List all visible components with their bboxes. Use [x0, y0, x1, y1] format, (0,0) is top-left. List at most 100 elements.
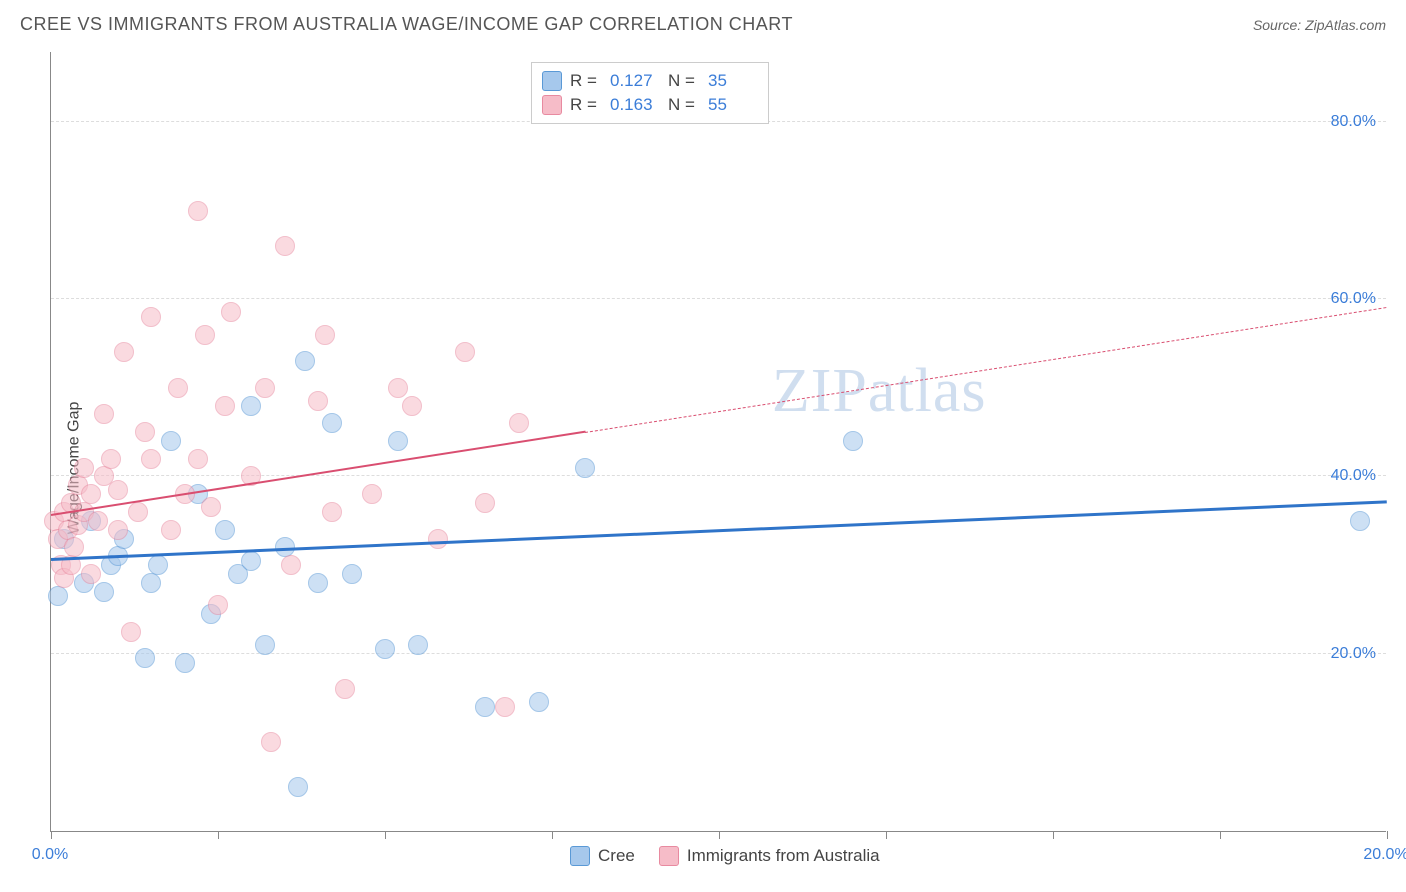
scatter-point [322, 413, 342, 433]
scatter-point [529, 692, 549, 712]
legend-swatch [542, 71, 562, 91]
y-tick-label: 60.0% [1331, 290, 1376, 308]
legend-item-label: Immigrants from Australia [687, 846, 880, 866]
trend-line [51, 500, 1387, 561]
scatter-point [188, 449, 208, 469]
scatter-point [161, 520, 181, 540]
watermark: ZIPatlas [772, 356, 987, 427]
x-tick [1053, 831, 1054, 839]
scatter-point [101, 449, 121, 469]
scatter-point [141, 449, 161, 469]
scatter-point [1350, 511, 1370, 531]
scatter-point [315, 325, 335, 345]
x-tick [719, 831, 720, 839]
scatter-point [843, 431, 863, 451]
y-tick-label: 20.0% [1331, 645, 1376, 663]
scatter-point [81, 564, 101, 584]
scatter-point [74, 458, 94, 478]
scatter-point [81, 484, 101, 504]
scatter-point [168, 378, 188, 398]
scatter-point [475, 493, 495, 513]
legend-n-value: 55 [708, 95, 758, 115]
legend-correlation: R = 0.127 N = 35R = 0.163 N = 55 [531, 62, 769, 124]
trend-line [585, 307, 1387, 433]
scatter-point [495, 697, 515, 717]
scatter-point [255, 635, 275, 655]
legend-r-value: 0.127 [610, 71, 660, 91]
x-tick [886, 831, 887, 839]
scatter-point [215, 396, 235, 416]
x-tick [51, 831, 52, 839]
scatter-point [375, 639, 395, 659]
x-tick [1220, 831, 1221, 839]
scatter-point [201, 497, 221, 517]
scatter-point [114, 342, 134, 362]
scatter-point [108, 480, 128, 500]
x-tick-label: 0.0% [32, 846, 68, 864]
plot-area: ZIPatlas 20.0% 40.0% 60.0% 80.0% R = 0.127 N =… [50, 52, 1386, 832]
scatter-point [362, 484, 382, 504]
legend-item: Cree [570, 846, 635, 866]
scatter-point [94, 582, 114, 602]
scatter-point [308, 391, 328, 411]
y-tick-label: 80.0% [1331, 113, 1376, 131]
scatter-point [94, 404, 114, 424]
scatter-point [215, 520, 235, 540]
y-tick-label: 40.0% [1331, 467, 1376, 485]
scatter-point [195, 325, 215, 345]
scatter-point [88, 511, 108, 531]
scatter-point [148, 555, 168, 575]
source-label: Source: ZipAtlas.com [1253, 17, 1386, 33]
scatter-point [128, 502, 148, 522]
legend-series: Cree Immigrants from Australia [570, 846, 880, 866]
scatter-point [221, 302, 241, 322]
gridline [51, 653, 1386, 654]
scatter-point [322, 502, 342, 522]
scatter-point [408, 635, 428, 655]
scatter-point [295, 351, 315, 371]
scatter-point [455, 342, 475, 362]
chart-container: Wage/Income Gap ZIPatlas 20.0%40.0%60.0%… [0, 44, 1406, 892]
scatter-point [188, 201, 208, 221]
scatter-point [241, 396, 261, 416]
scatter-point [575, 458, 595, 478]
gridline [51, 298, 1386, 299]
scatter-point [141, 307, 161, 327]
scatter-point [342, 564, 362, 584]
scatter-point [308, 573, 328, 593]
x-tick [1387, 831, 1388, 839]
trend-line [51, 431, 586, 516]
scatter-point [261, 732, 281, 752]
x-tick [385, 831, 386, 839]
legend-r-label: R = [570, 71, 602, 91]
legend-row: R =0.163N =55 [542, 93, 758, 117]
scatter-point [64, 537, 84, 557]
scatter-point [175, 653, 195, 673]
legend-swatch [542, 95, 562, 115]
scatter-point [208, 595, 228, 615]
scatter-point [255, 378, 275, 398]
scatter-point [161, 431, 181, 451]
scatter-point [135, 648, 155, 668]
scatter-point [509, 413, 529, 433]
chart-title: CREE VS IMMIGRANTS FROM AUSTRALIA WAGE/I… [20, 14, 793, 35]
legend-row: R = 0.127 N = 35 [542, 69, 758, 93]
legend-r-label: R = [570, 95, 602, 115]
legend-n-value: 35 [708, 71, 758, 91]
scatter-point [281, 555, 301, 575]
scatter-point [475, 697, 495, 717]
scatter-point [108, 520, 128, 540]
legend-n-label: N = [668, 71, 700, 91]
scatter-point [241, 551, 261, 571]
legend-item-label: Cree [598, 846, 635, 866]
legend-r-value: 0.163 [610, 95, 660, 115]
legend-swatch [659, 846, 679, 866]
scatter-point [135, 422, 155, 442]
scatter-point [335, 679, 355, 699]
scatter-point [141, 573, 161, 593]
scatter-point [288, 777, 308, 797]
title-bar: CREE VS IMMIGRANTS FROM AUSTRALIA WAGE/I… [0, 0, 1406, 43]
x-tick [552, 831, 553, 839]
scatter-point [121, 622, 141, 642]
scatter-point [402, 396, 422, 416]
